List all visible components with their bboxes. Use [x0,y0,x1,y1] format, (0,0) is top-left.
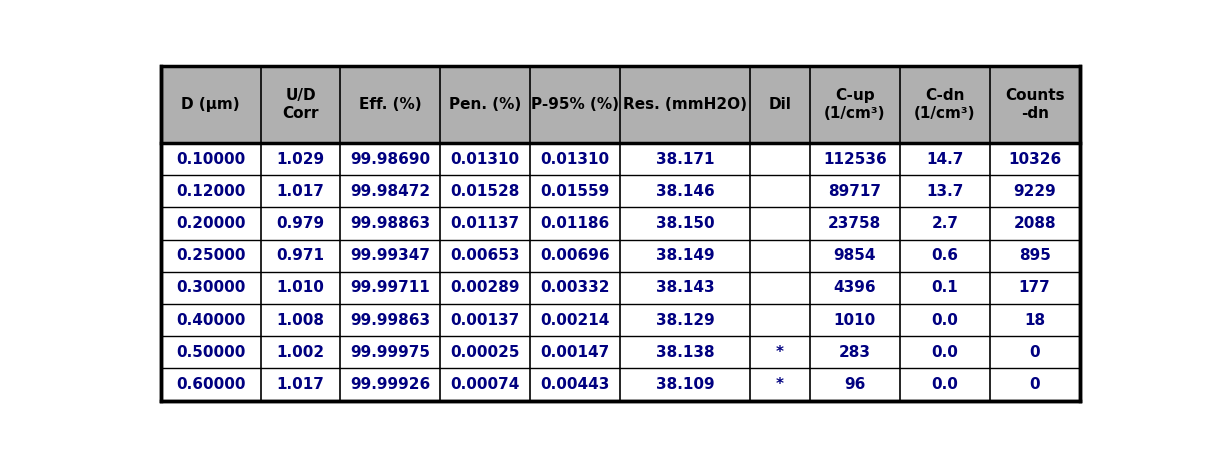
Text: 89717: 89717 [829,184,881,199]
Text: C-dn
(1/cm³): C-dn (1/cm³) [914,87,975,121]
Text: 2088: 2088 [1013,216,1056,231]
Text: Pen. (%): Pen. (%) [449,97,522,112]
Text: 0.01186: 0.01186 [541,216,610,231]
Text: 0.00147: 0.00147 [541,345,610,360]
Text: 0.30000: 0.30000 [175,280,246,295]
Text: 10326: 10326 [1008,152,1061,167]
Text: 96: 96 [845,377,865,392]
Text: 0.01137: 0.01137 [450,216,520,231]
Text: 0: 0 [1030,377,1039,392]
Text: 0.00214: 0.00214 [541,313,610,327]
Text: 38.129: 38.129 [656,313,714,327]
Text: 38.138: 38.138 [656,345,714,360]
Text: 23758: 23758 [828,216,882,231]
Text: 9854: 9854 [834,248,876,263]
Text: 0.0: 0.0 [932,313,958,327]
Text: 0.00653: 0.00653 [450,248,520,263]
Text: 0: 0 [1030,345,1039,360]
Text: Counts
-dn: Counts -dn [1004,87,1065,121]
Text: 99.99347: 99.99347 [351,248,431,263]
Text: 1010: 1010 [834,313,876,327]
Text: 38.146: 38.146 [656,184,714,199]
Text: *: * [776,377,784,392]
Text: 99.98472: 99.98472 [351,184,431,199]
Bar [161,65,1079,143]
Text: 1.029: 1.029 [276,152,324,167]
Text: 0.00074: 0.00074 [450,377,520,392]
Text: Eff. (%): Eff. (%) [359,97,422,112]
Text: 99.99711: 99.99711 [351,280,431,295]
Text: C-up
(1/cm³): C-up (1/cm³) [824,87,886,121]
Text: 895: 895 [1019,248,1050,263]
Text: 2.7: 2.7 [932,216,958,231]
Text: 99.99975: 99.99975 [351,345,431,360]
Text: 1.002: 1.002 [276,345,324,360]
Text: 38.143: 38.143 [656,280,714,295]
Text: 0.00289: 0.00289 [450,280,520,295]
Text: 0.01528: 0.01528 [450,184,520,199]
Text: 1.010: 1.010 [277,280,324,295]
Text: 0.01310: 0.01310 [450,152,520,167]
Text: 14.7: 14.7 [926,152,963,167]
Text: 99.99926: 99.99926 [350,377,431,392]
Text: 38.109: 38.109 [656,377,714,392]
Text: 1.008: 1.008 [276,313,324,327]
Text: 38.171: 38.171 [656,152,714,167]
Text: 99.99863: 99.99863 [351,313,431,327]
Text: *: * [776,345,784,360]
Text: 0.00443: 0.00443 [541,377,610,392]
Text: 13.7: 13.7 [926,184,963,199]
Text: 0.40000: 0.40000 [175,313,246,327]
Text: 0.1: 0.1 [932,280,958,295]
Text: 99.98690: 99.98690 [351,152,431,167]
Text: 0.00137: 0.00137 [450,313,520,327]
Text: 1.017: 1.017 [277,377,324,392]
Text: 0.10000: 0.10000 [175,152,246,167]
Text: Res. (mmH2O): Res. (mmH2O) [623,97,747,112]
Text: 0.971: 0.971 [276,248,324,263]
Text: 112536: 112536 [823,152,887,167]
Text: 0.01559: 0.01559 [541,184,610,199]
Text: 0.25000: 0.25000 [175,248,246,263]
Text: P-95% (%): P-95% (%) [531,97,620,112]
Text: 18: 18 [1024,313,1045,327]
Text: 0.0: 0.0 [932,345,958,360]
Text: D (μm): D (μm) [182,97,240,112]
Text: 9229: 9229 [1013,184,1056,199]
Text: 0.20000: 0.20000 [175,216,246,231]
Text: 0.6: 0.6 [932,248,958,263]
Text: Dil: Dil [768,97,791,112]
Text: 0.979: 0.979 [276,216,324,231]
Text: 1.017: 1.017 [277,184,324,199]
Text: 0.12000: 0.12000 [175,184,246,199]
Text: 99.98863: 99.98863 [351,216,431,231]
Text: 283: 283 [839,345,871,360]
Text: 0.60000: 0.60000 [175,377,246,392]
Text: 38.150: 38.150 [656,216,714,231]
Text: 177: 177 [1019,280,1050,295]
Text: 38.149: 38.149 [656,248,714,263]
Text: 0.00025: 0.00025 [450,345,520,360]
Text: 0.00332: 0.00332 [541,280,610,295]
Text: 0.00696: 0.00696 [541,248,610,263]
Text: 4396: 4396 [834,280,876,295]
Text: 0.01310: 0.01310 [541,152,610,167]
Text: U/D
Corr: U/D Corr [282,87,318,121]
Text: 0.0: 0.0 [932,377,958,392]
Text: 0.50000: 0.50000 [175,345,246,360]
